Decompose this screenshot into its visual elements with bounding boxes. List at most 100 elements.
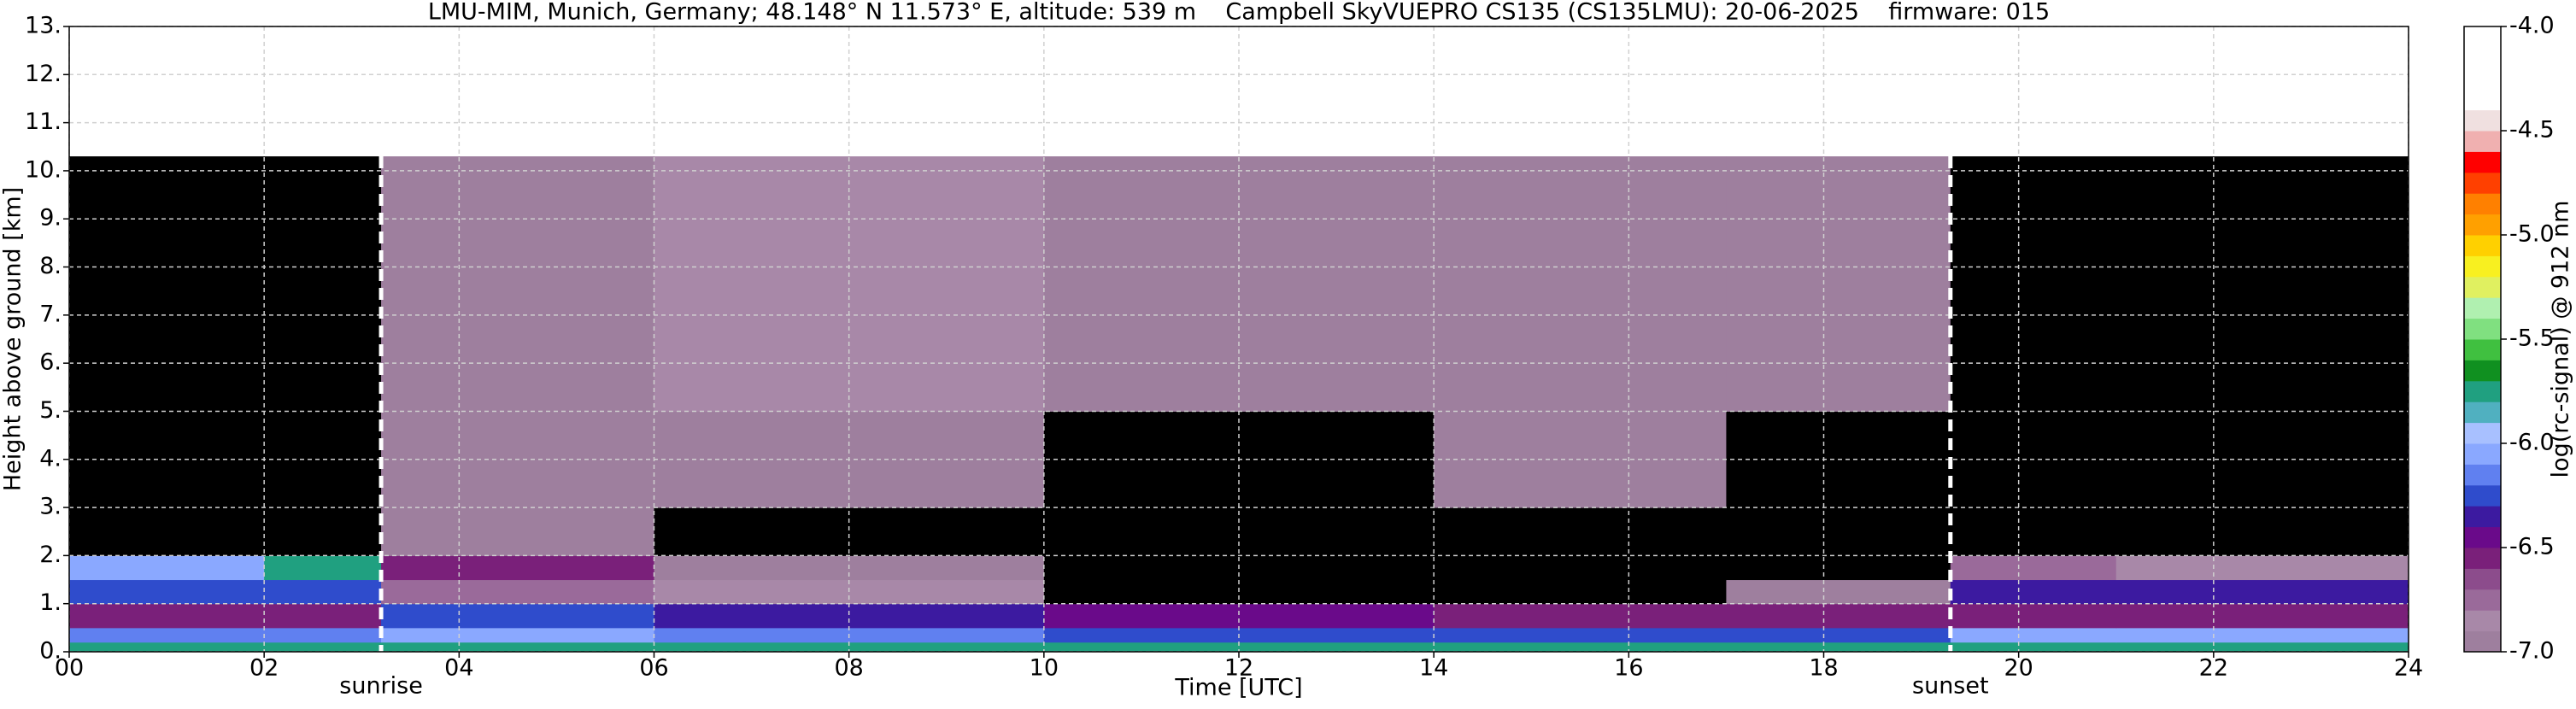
heatmap-cell bbox=[264, 603, 382, 629]
y-tick-label: 9. bbox=[39, 205, 62, 231]
heatmap-cell bbox=[1950, 603, 2117, 629]
x-tick-label: 10 bbox=[1030, 655, 1059, 682]
heatmap-cell bbox=[381, 627, 654, 643]
heatmap-cell bbox=[69, 507, 265, 556]
heatmap-cell bbox=[1950, 627, 2117, 643]
heatmap-cell bbox=[1950, 156, 2117, 412]
colorbar-segment bbox=[2464, 464, 2501, 486]
y-tick-label: 6. bbox=[39, 349, 62, 376]
heatmap-cell bbox=[69, 627, 265, 643]
heatmap-cell bbox=[69, 555, 265, 581]
x-tick-label: 04 bbox=[444, 655, 473, 682]
x-tick-label: 00 bbox=[55, 655, 84, 682]
heatmap-cell bbox=[654, 507, 1045, 556]
y-tick-label: 2. bbox=[39, 542, 62, 568]
colorbar-segment bbox=[2464, 589, 2501, 611]
heatmap-cell bbox=[381, 603, 654, 629]
colorbar-segment bbox=[2464, 131, 2501, 152]
x-tick-label: 16 bbox=[1614, 655, 1643, 682]
heatmap-cell bbox=[2115, 642, 2409, 653]
heatmap-cell bbox=[1726, 507, 1951, 556]
colorbar-label: log(rc-signal) @ 912 nm bbox=[2548, 201, 2574, 478]
annotation-label: sunrise bbox=[339, 673, 423, 700]
colorbar-segment bbox=[2464, 568, 2501, 590]
colorbar-segment bbox=[2464, 506, 2501, 528]
colorbar-segment bbox=[2464, 484, 2501, 507]
y-tick-label: 12. bbox=[25, 61, 62, 87]
heatmap-cell bbox=[654, 642, 1045, 653]
colorbar-segment bbox=[2464, 26, 2501, 48]
colorbar-segment bbox=[2464, 297, 2501, 319]
heatmap-cell bbox=[264, 555, 382, 581]
y-tick-label: 7. bbox=[39, 301, 62, 327]
heatmap-cell bbox=[1950, 642, 2117, 653]
colorbar-tick-label: -7.0 bbox=[2509, 638, 2555, 665]
colorbar-segment bbox=[2464, 109, 2501, 132]
y-tick-label: 8. bbox=[39, 253, 62, 279]
heatmap-cell bbox=[381, 555, 654, 581]
colorbar-segment bbox=[2464, 443, 2501, 465]
colorbar-segment bbox=[2464, 255, 2501, 278]
x-tick-label: 12 bbox=[1224, 655, 1253, 682]
x-tick-label: 24 bbox=[2394, 655, 2423, 682]
heatmap-cell bbox=[2115, 627, 2409, 643]
x-tick-label: 20 bbox=[2004, 655, 2033, 682]
y-tick-label: 11. bbox=[25, 108, 62, 135]
y-tick-label: 10. bbox=[25, 156, 62, 183]
heatmap-cell bbox=[69, 603, 265, 629]
y-tick-label: 5. bbox=[39, 397, 62, 424]
x-tick-label: 06 bbox=[639, 655, 668, 682]
heatmap-cell bbox=[381, 507, 654, 556]
heatmap-cell bbox=[381, 642, 654, 653]
y-axis-label: Height above ground [km] bbox=[0, 187, 26, 491]
heatmap-cell bbox=[1434, 627, 1727, 643]
colorbar-segment bbox=[2464, 630, 2501, 653]
chart-title: LMU-MIM, Munich, Germany; 48.148° N 11.5… bbox=[428, 0, 2050, 26]
heatmap-cell bbox=[1726, 555, 1951, 581]
heatmap-cell bbox=[69, 579, 265, 605]
x-axis-label: Time [UTC] bbox=[1174, 675, 1302, 701]
colorbar-segment bbox=[2464, 526, 2501, 548]
heatmap-cell bbox=[381, 156, 654, 412]
colorbar-tick-label: -6.0 bbox=[2509, 430, 2555, 456]
colorbar-segment bbox=[2464, 360, 2501, 382]
colorbar-segment bbox=[2464, 193, 2501, 215]
y-tick-label: 1. bbox=[39, 589, 62, 616]
colorbar-segment bbox=[2464, 380, 2501, 402]
colorbar-segment bbox=[2464, 235, 2501, 256]
colorbar-segment bbox=[2464, 610, 2501, 632]
x-tick-label: 22 bbox=[2199, 655, 2228, 682]
heatmap-cell bbox=[1726, 642, 1951, 653]
heatmap-cell bbox=[1434, 642, 1727, 653]
heatmap-cell bbox=[264, 579, 382, 605]
y-tick-label: 13. bbox=[25, 13, 62, 39]
colorbar-tick-label: -4.5 bbox=[2509, 117, 2555, 144]
x-tick-label: 08 bbox=[834, 655, 863, 682]
heatmap-cell bbox=[264, 642, 382, 653]
colorbar-segment bbox=[2464, 339, 2501, 360]
heatmap-cell bbox=[381, 579, 654, 605]
heatmap-cell bbox=[1726, 603, 1951, 629]
heatmap-cell bbox=[2115, 603, 2409, 629]
colorbar-tick-label: -5.5 bbox=[2509, 325, 2555, 352]
heatmap-cell bbox=[264, 156, 382, 412]
heatmap-cell bbox=[1950, 555, 2117, 581]
colorbar-segment bbox=[2464, 47, 2501, 69]
heatmap-cell bbox=[1434, 507, 1727, 556]
heatmap-cell bbox=[1434, 555, 1727, 581]
heatmap-cell bbox=[1950, 579, 2117, 605]
heatmap-cell bbox=[264, 507, 382, 556]
heatmap-cell bbox=[1726, 579, 1951, 605]
heatmap-cell bbox=[2115, 507, 2409, 556]
heatmap-cell bbox=[654, 603, 1045, 629]
heatmap-cell bbox=[69, 411, 265, 508]
heatmap-cell bbox=[1950, 507, 2117, 556]
colorbar-segment bbox=[2464, 422, 2501, 444]
x-tick-label: 18 bbox=[1809, 655, 1838, 682]
y-tick-label: 0. bbox=[39, 638, 62, 665]
colorbar-segment bbox=[2464, 89, 2501, 111]
colorbar-segment bbox=[2464, 548, 2501, 569]
heatmap-cell bbox=[1043, 642, 1435, 653]
x-tick-label: 02 bbox=[249, 655, 279, 682]
